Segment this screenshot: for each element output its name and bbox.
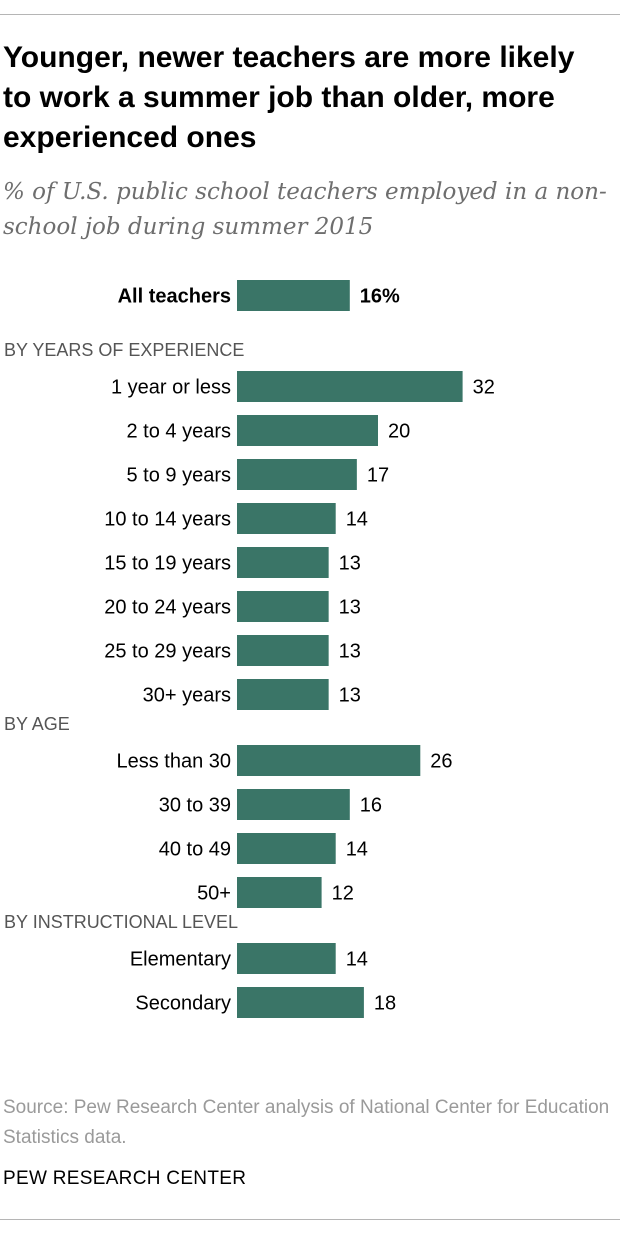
top-rule	[0, 14, 620, 15]
group2-row3-value-label: 14	[346, 839, 368, 861]
group1-row8-value-label: 13	[339, 685, 361, 707]
group3-row1-label: Elementary	[130, 949, 231, 971]
bottom-rule	[0, 1219, 620, 1220]
group3-row2-bar	[237, 987, 364, 1018]
total-value-label: 16%	[360, 286, 400, 308]
group2-row4-label: 50+	[197, 883, 231, 905]
group1-row4-label: 10 to 14 years	[104, 509, 231, 531]
group2-row4-bar	[237, 877, 322, 908]
group1-row1-value-label: 32	[473, 377, 495, 399]
group1-row7-label: 25 to 29 years	[104, 641, 231, 663]
chart-title: Younger, newer teachers are more likely …	[3, 41, 575, 154]
group3-row1-bar	[237, 943, 336, 974]
group1-row3-label: 5 to 9 years	[126, 465, 231, 487]
brand-name: PEW RESEARCH CENTER	[3, 1168, 247, 1189]
group1-row7-bar	[237, 635, 329, 666]
group1-row5-bar	[237, 547, 329, 578]
total-label: All teachers	[118, 286, 231, 308]
group3-row1-value-label: 14	[346, 949, 368, 971]
group1-row6-bar	[237, 591, 329, 622]
group2-row3-bar	[237, 833, 336, 864]
group1-row4-value-label: 14	[346, 509, 368, 531]
group1-row4-bar	[237, 503, 336, 534]
group2-row2-label: 30 to 39	[159, 795, 231, 817]
group2-row2-bar	[237, 789, 350, 820]
group1-row6-value-label: 13	[339, 597, 361, 619]
group1-row6-label: 20 to 24 years	[104, 597, 231, 619]
group1-row7-value-label: 13	[339, 641, 361, 663]
group2-row1-value-label: 26	[430, 751, 452, 773]
group2-row2-value-label: 16	[360, 795, 382, 817]
group1-row2-label: 2 to 4 years	[126, 421, 231, 443]
section-heading-1: BY YEARS OF EXPERIENCE	[4, 340, 244, 360]
group1-row3-bar	[237, 459, 357, 490]
group1-row2-bar	[237, 415, 378, 446]
group1-row8-label: 30+ years	[143, 685, 231, 707]
group3-row2-value-label: 18	[374, 993, 396, 1015]
group1-row5-value-label: 13	[339, 553, 361, 575]
section-heading-3: BY INSTRUCTIONAL LEVEL	[4, 912, 238, 932]
group1-row5-label: 15 to 19 years	[104, 553, 231, 575]
section-heading-2: BY AGE	[4, 714, 70, 734]
group1-row2-value-label: 20	[388, 421, 410, 443]
group1-row1-bar	[237, 371, 463, 402]
total-bar	[237, 280, 350, 311]
group2-row3-label: 40 to 49	[159, 839, 231, 861]
chart-subtitle: % of U.S. public school teachers employe…	[3, 179, 607, 240]
group2-row1-bar	[237, 745, 421, 776]
group1-row8-bar	[237, 679, 329, 710]
group2-row1-label: Less than 30	[116, 751, 231, 773]
group2-row4-value-label: 12	[332, 883, 354, 905]
source-note: Source: Pew Research Center analysis of …	[3, 1097, 610, 1148]
group3-row2-label: Secondary	[135, 993, 231, 1015]
group1-row3-value-label: 17	[367, 465, 389, 487]
group1-row1-label: 1 year or less	[111, 377, 231, 399]
